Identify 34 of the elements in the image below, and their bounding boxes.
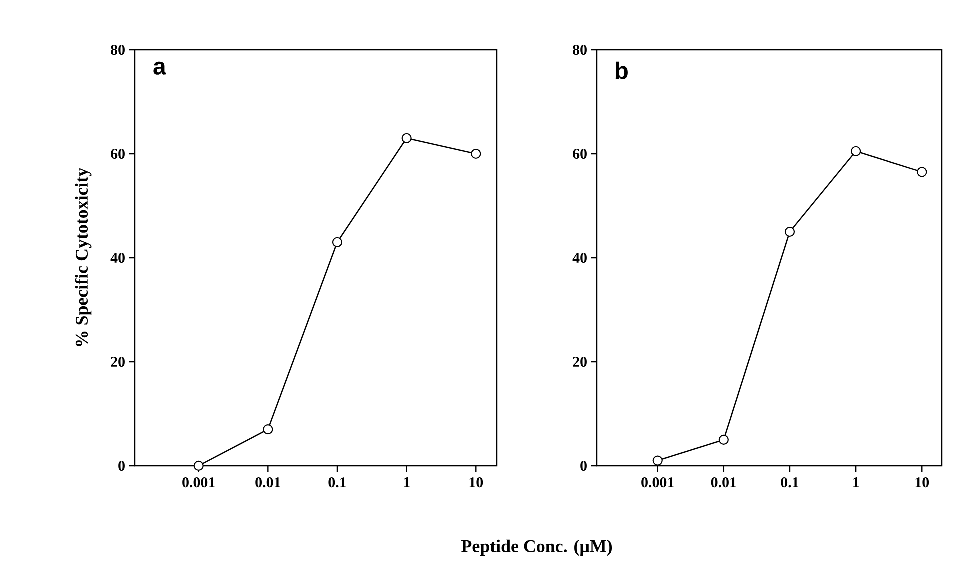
- y-tick-label: 60: [573, 148, 587, 160]
- x-tick-label: 10: [916, 478, 930, 488]
- point: [917, 167, 928, 178]
- y-tick-label: 40: [572, 252, 587, 264]
- x-tick-label: 1: [404, 478, 410, 488]
- point: [402, 133, 412, 144]
- x-tick-label: 0.001: [642, 478, 674, 488]
- x-axis-title: Peptide Conc. (μM): [462, 540, 612, 556]
- point: [784, 226, 796, 238]
- y-tick-label: 60: [111, 148, 125, 160]
- point: [851, 146, 862, 156]
- y-tick-label: 0: [580, 460, 587, 472]
- point: [263, 424, 274, 435]
- x-tick-label: 0.1: [328, 478, 346, 488]
- y-tick-label: 0: [118, 460, 125, 472]
- y-tick-label: 40: [110, 252, 125, 264]
- annotation: b: [616, 62, 628, 80]
- x-tick-label: 1: [854, 478, 860, 488]
- x-tick-label: 0.01: [711, 478, 736, 488]
- x-tick-label: 0.01: [256, 478, 280, 488]
- x-tick-label: 10: [470, 478, 484, 488]
- annotation: a: [154, 62, 166, 75]
- x-tick-label: 0.1: [781, 478, 799, 488]
- point: [718, 434, 729, 446]
- y-tick-label: 20: [573, 356, 587, 368]
- point: [471, 148, 482, 160]
- y-tick-label: 20: [111, 356, 125, 368]
- y-tick-label: 80: [111, 44, 125, 56]
- y-tick-label: 80: [573, 44, 587, 56]
- point: [194, 460, 204, 472]
- x-tick-label: 0.001: [182, 478, 215, 488]
- point: [652, 456, 663, 466]
- y-axis-title: % Specific Cytotoxicity: [75, 168, 92, 346]
- point: [332, 237, 343, 248]
